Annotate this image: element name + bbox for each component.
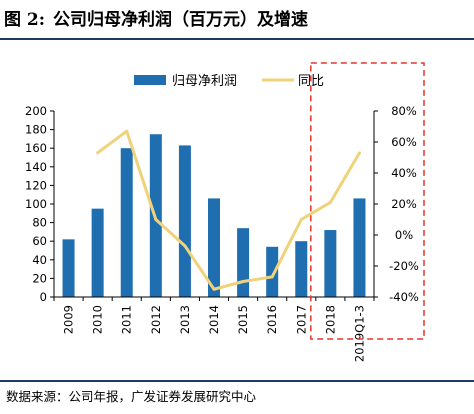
x-tick-label: 2009 xyxy=(62,305,76,334)
x-tick-label: 2010 xyxy=(91,305,105,334)
bar xyxy=(295,241,308,297)
x-tick-label: 2015 xyxy=(236,305,250,334)
line-point xyxy=(299,218,303,221)
right-axis: -40% -20% 0% 20% 40% 60% 80% xyxy=(373,104,419,304)
source-rule xyxy=(0,380,474,382)
left-tick-label: 40 xyxy=(32,253,47,267)
figure-number: 图 2: xyxy=(4,10,46,30)
right-tick-label: -40% xyxy=(389,290,419,304)
highlight-rect xyxy=(310,62,425,340)
right-tick-label: 20% xyxy=(391,197,417,211)
bar xyxy=(62,239,75,297)
legend-bar-label: 归母净利润 xyxy=(172,74,237,89)
bar xyxy=(91,208,104,297)
right-tick-label: -20% xyxy=(389,259,419,273)
left-tick-label: 200 xyxy=(25,104,47,118)
bar xyxy=(324,230,337,297)
line-point xyxy=(241,280,245,283)
left-tick-label: 20 xyxy=(32,271,47,285)
line-point xyxy=(270,275,274,279)
bar-series xyxy=(62,134,366,297)
bar xyxy=(353,198,366,297)
line-point xyxy=(183,244,187,248)
x-tick-label: 2016 xyxy=(265,305,279,334)
line-point xyxy=(96,151,100,155)
title-rule xyxy=(0,38,474,40)
line-point xyxy=(357,151,361,155)
line-point xyxy=(212,287,216,291)
line-series xyxy=(96,129,361,291)
x-tick-label: 2014 xyxy=(207,305,221,334)
figure-title: 图 2: 公司归母净利润（百万元）及增速 xyxy=(4,6,470,34)
left-tick-label: 180 xyxy=(25,123,47,137)
x-tick-label: 2013 xyxy=(178,305,192,334)
left-axis: 0 20 40 60 80 100 120 140 160 180 200 xyxy=(25,104,55,304)
bar xyxy=(266,246,279,297)
highlight-box xyxy=(310,62,425,340)
left-tick-label: 60 xyxy=(32,234,47,248)
chart: 0 20 40 60 80 100 120 140 160 180 200 -40% -20% 0% 20… xyxy=(25,62,425,362)
legend-bar-swatch xyxy=(134,75,166,85)
right-tick-label: 0% xyxy=(395,228,413,242)
bar xyxy=(120,148,133,297)
x-tick-label: 2018 xyxy=(323,305,337,334)
left-tick-label: 100 xyxy=(25,197,47,211)
left-tick-label: 80 xyxy=(32,216,47,230)
right-tick-label: 60% xyxy=(391,135,417,149)
legend: 归母净利润 同比 xyxy=(134,74,324,89)
bar xyxy=(178,145,191,297)
figure-title-text: 公司归母净利润（百万元）及增速 xyxy=(53,10,309,30)
x-tick-label: 2019Q1-3 xyxy=(352,305,366,362)
line-point xyxy=(328,200,332,204)
line-point xyxy=(125,129,129,133)
right-tick-label: 40% xyxy=(391,166,417,180)
left-tick-label: 0 xyxy=(40,290,47,304)
x-tick-label: 2012 xyxy=(149,305,163,334)
bar xyxy=(208,198,220,297)
line-point xyxy=(154,218,158,221)
left-tick-label: 140 xyxy=(25,160,47,174)
x-axis: 2009 2010 2011 2012 2013 2014 2015 2016 2017 2018… xyxy=(53,296,375,362)
x-tick-label: 2011 xyxy=(120,305,134,334)
left-tick-label: 120 xyxy=(25,178,47,192)
line-path xyxy=(96,129,361,291)
source-note: 数据来源：公司年报，广发证券发展研究中心 xyxy=(6,389,257,404)
right-tick-label: 80% xyxy=(391,104,417,118)
legend-line-label: 同比 xyxy=(298,74,324,89)
bar xyxy=(237,228,250,297)
x-tick-label: 2017 xyxy=(294,305,308,334)
left-tick-label: 160 xyxy=(25,141,47,155)
